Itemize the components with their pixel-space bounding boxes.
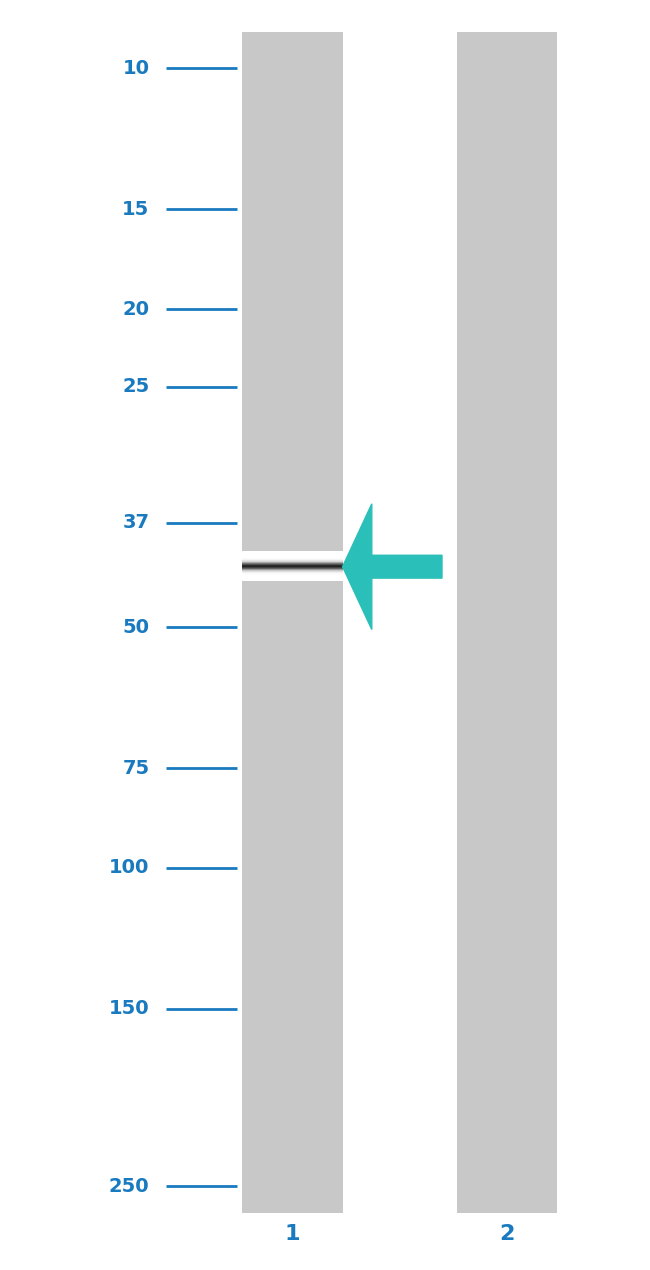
Text: 100: 100 (109, 859, 150, 878)
Text: 150: 150 (109, 999, 150, 1019)
FancyArrow shape (343, 504, 442, 630)
Text: 37: 37 (122, 513, 150, 532)
Text: 250: 250 (109, 1176, 150, 1195)
Text: 15: 15 (122, 199, 150, 218)
Text: 25: 25 (122, 377, 150, 396)
Text: 10: 10 (122, 58, 150, 77)
Bar (242, 32, 343, 1213)
Text: 50: 50 (122, 617, 150, 636)
Text: 1: 1 (285, 1224, 300, 1245)
Text: 20: 20 (122, 300, 150, 319)
Bar (456, 32, 558, 1213)
Text: 2: 2 (499, 1224, 515, 1245)
Text: 75: 75 (122, 758, 150, 777)
